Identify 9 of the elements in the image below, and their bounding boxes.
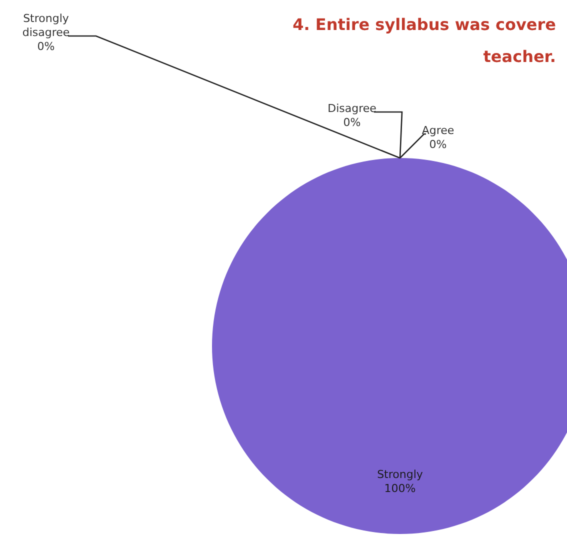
text: 0% xyxy=(37,40,55,53)
category-label: Agree xyxy=(422,124,454,137)
text: 0% xyxy=(343,116,361,129)
slice-label: Strongly xyxy=(377,468,424,481)
chart-title: 4. Entire syllabus was covere teacher. xyxy=(292,15,556,66)
category-label: Strongly disagree xyxy=(22,12,70,39)
category-label: Disagree xyxy=(328,102,376,115)
text: 0% xyxy=(429,138,447,151)
data-label: 100% xyxy=(384,482,416,495)
